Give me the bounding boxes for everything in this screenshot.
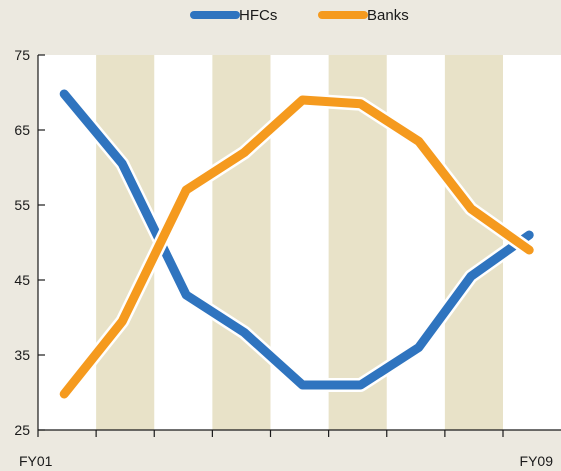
legend-label-hfcs: HFCs (239, 7, 277, 24)
shaded-band-2 (212, 55, 271, 430)
y-tick-label-45: 45 (14, 272, 30, 288)
y-tick-label-25: 25 (14, 422, 30, 438)
x-tick-label-last: FY09 (520, 453, 554, 469)
y-tick-label-55: 55 (14, 197, 30, 213)
legend: HFCs Banks (190, 7, 409, 24)
series-lines (57, 87, 537, 401)
y-tick-label-75: 75 (14, 47, 30, 63)
y-tick-label-65: 65 (14, 122, 30, 138)
y-tick-label-35: 35 (14, 347, 30, 363)
legend-label-banks: Banks (367, 7, 409, 24)
x-tick-label-first: FY01 (19, 453, 53, 469)
axes: 25 35 45 55 65 75 FY01 FY09 (14, 47, 561, 469)
shaded-band-4 (444, 55, 503, 430)
shaded-band-1 (96, 55, 155, 430)
